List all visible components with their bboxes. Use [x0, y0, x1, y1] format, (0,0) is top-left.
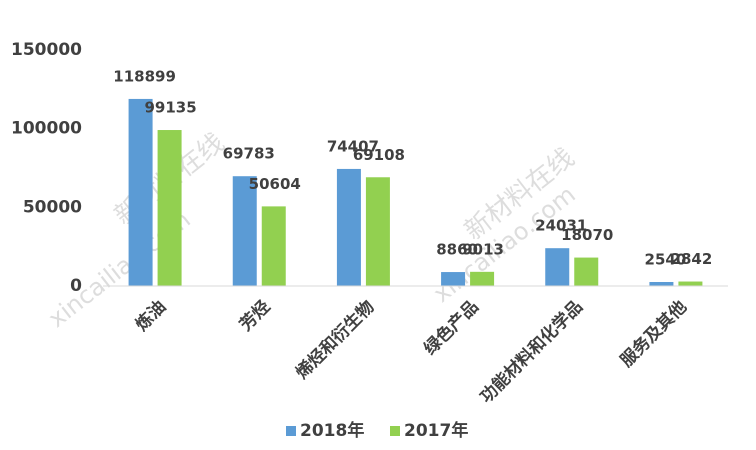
x-tick-label: 服务及其他 [616, 296, 691, 371]
bar [678, 281, 703, 286]
value-label: 99135 [144, 99, 196, 117]
legend-swatch [286, 426, 296, 436]
x-tick-label: 绿色产品 [420, 296, 483, 359]
y-tick-label: 150000 [11, 40, 82, 60]
value-label: 69783 [223, 145, 275, 163]
bar [574, 257, 599, 286]
y-tick-label: 100000 [11, 119, 82, 139]
bar [128, 98, 153, 286]
x-tick-label: 芳烃 [235, 296, 274, 335]
bar [365, 177, 390, 286]
x-tick-label: 炼油 [131, 296, 170, 335]
bar [470, 271, 495, 286]
x-tick-label: 功能材料和化学品 [476, 296, 587, 407]
bar [336, 168, 361, 286]
value-label: 50604 [249, 175, 301, 193]
value-label: 2540 [645, 251, 687, 269]
legend-label: 2018年 [300, 420, 364, 441]
y-tick-label: 0 [70, 276, 82, 296]
value-label: 69108 [353, 146, 405, 164]
value-label: 9013 [462, 240, 504, 258]
legend-swatch [390, 426, 400, 436]
bar [441, 272, 466, 286]
bar [649, 282, 674, 286]
bar [545, 248, 570, 286]
value-label: 18070 [561, 226, 613, 244]
bar [232, 176, 257, 286]
value-label: 8860 [436, 241, 478, 259]
x-tick-label: 烯烃和衍生物 [292, 296, 379, 383]
value-label: 118899 [113, 67, 176, 85]
value-label: 24031 [535, 217, 587, 235]
y-tick-label: 50000 [23, 197, 82, 217]
bar [157, 130, 182, 286]
legend-label: 2017年 [404, 420, 468, 441]
bar [261, 206, 286, 286]
value-label: 2842 [671, 250, 713, 268]
value-label: 74407 [327, 137, 379, 155]
